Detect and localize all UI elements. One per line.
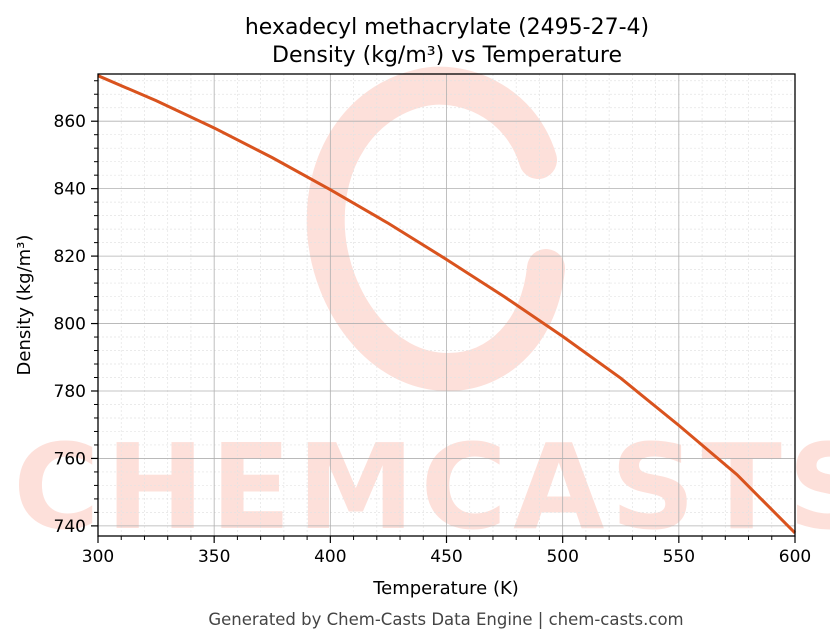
y-tick-label: 840: [54, 180, 86, 200]
x-tick-label: 300: [82, 547, 114, 567]
y-tick-label: 800: [54, 315, 86, 335]
watermark-text: CHEMCASTS: [13, 418, 830, 556]
y-axis-label: Density (kg/m³): [14, 235, 35, 376]
x-tick-label: 550: [663, 547, 695, 567]
x-axis-label: Temperature (K): [372, 578, 519, 599]
x-axis-ticks: 300 350 400 450 500 550 600: [82, 536, 811, 567]
x-tick-label: 500: [546, 547, 578, 567]
y-tick-label: 740: [54, 517, 86, 537]
y-tick-label: 760: [54, 449, 86, 469]
y-tick-label: 860: [54, 112, 86, 132]
x-tick-label: 400: [314, 547, 346, 567]
density-line: [97, 74, 797, 535]
chart-title-line-1: hexadecyl methacrylate (2495-27-4): [245, 15, 649, 40]
y-tick-label: 820: [54, 247, 86, 267]
chart-title-line-2: Density (kg/m³) vs Temperature: [272, 43, 622, 68]
x-tick-label: 350: [198, 547, 230, 567]
y-axis-ticks: 740 760 780 800 820 840 860: [54, 80, 98, 537]
chemcasts-watermark: CHEMCASTS: [13, 66, 830, 556]
y-tick-label: 780: [54, 382, 86, 402]
x-tick-label: 450: [430, 547, 462, 567]
watermark-logo-arc: [306, 66, 565, 392]
x-tick-label: 600: [779, 547, 811, 567]
footer-credit: Generated by Chem-Casts Data Engine | ch…: [208, 610, 683, 629]
